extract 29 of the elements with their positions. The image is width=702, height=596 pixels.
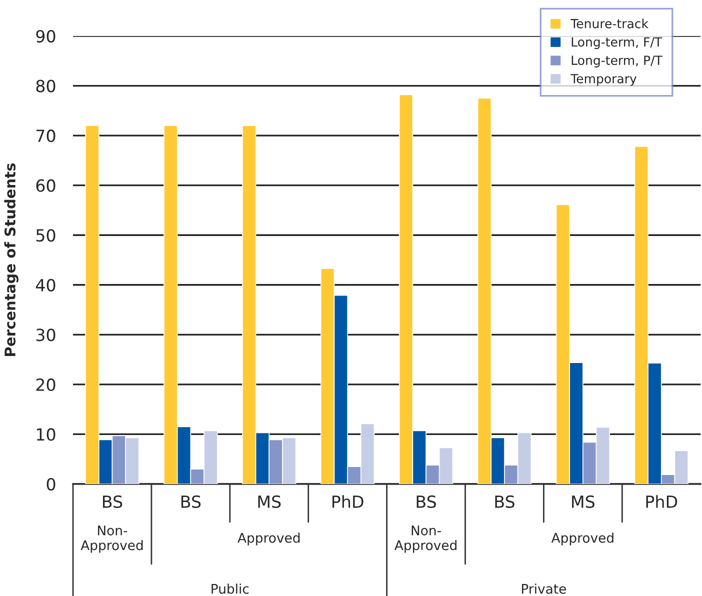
y-tick-label: 20 [36,378,56,392]
y-tick-label: 80 [36,80,56,92]
x-tick-label: BS [103,495,122,508]
y-tick-label: 60 [36,179,56,192]
x-tick-label: PhD [646,495,678,508]
text: Private [522,584,566,594]
x-tick-label: PhD [332,495,364,508]
y-tick-label: 90 [36,30,56,43]
y-axis-title: Percentage of Students [4,163,18,356]
legend-label: Temporary [570,74,637,86]
y-tick-label: 30 [36,328,56,342]
x-tick-label: MS [572,495,594,508]
legend-label: Long-term, F/T [572,37,662,50]
text: Approved [551,532,614,546]
legend-label: Tenure-track [570,18,648,28]
y-tick-label: 10 [36,428,56,441]
y-tick-label: 50 [36,229,56,242]
text: Non- Approved [394,526,456,553]
x-tick-label: BS [416,495,436,508]
x-tick-label: BS [181,495,201,508]
text: Non- Approved [80,526,143,553]
y-tick-label: 70 [36,130,56,142]
y-tick-label: 40 [36,278,56,292]
x-tick-label: BS [495,495,514,508]
legend-label: Long-term, P/T [572,56,662,68]
text: Public [212,584,249,594]
x-tick-label: MS [258,495,281,508]
y-tick-label: 0 [46,478,56,491]
text: Approved [238,532,300,546]
